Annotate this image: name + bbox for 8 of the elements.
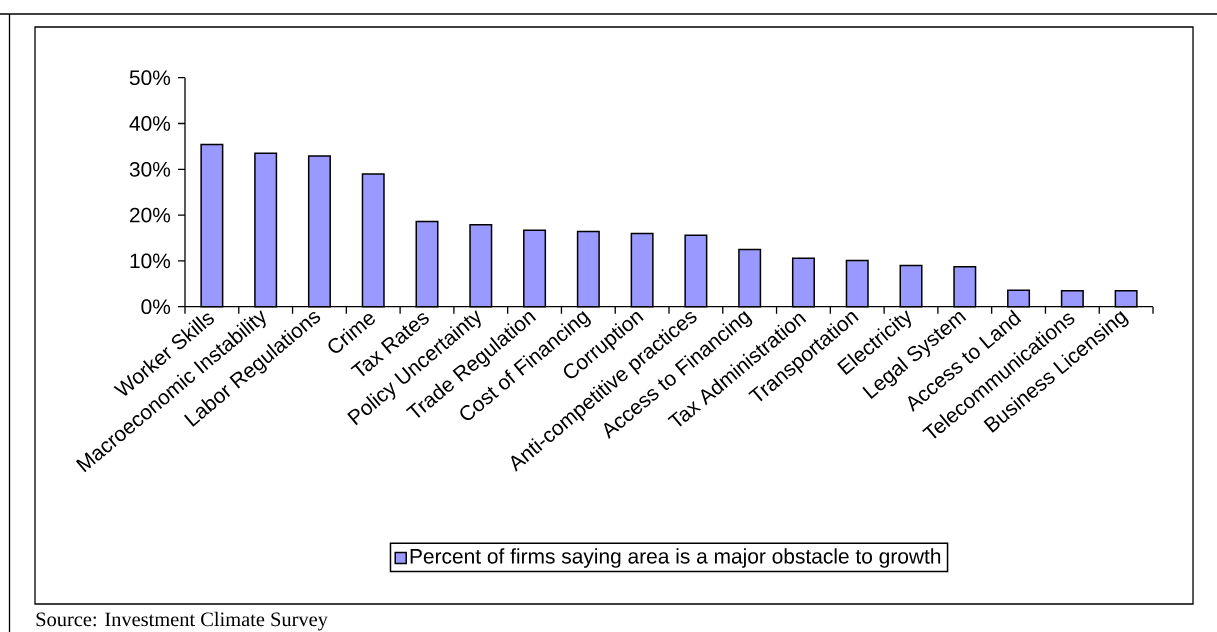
y-tick-label: 0% bbox=[141, 299, 171, 315]
legend-label: Percent of firms saying area is a major obstacle to growth bbox=[410, 548, 941, 568]
y-tick-label: 50% bbox=[129, 70, 171, 86]
y-tick-label: 40% bbox=[129, 116, 171, 131]
source-note: Source: Investment Climate Survey bbox=[36, 611, 328, 631]
y-tick-label: 30% bbox=[129, 161, 171, 177]
y-tick-label: 10% bbox=[130, 253, 171, 269]
y-tick-label: 20% bbox=[130, 207, 171, 223]
